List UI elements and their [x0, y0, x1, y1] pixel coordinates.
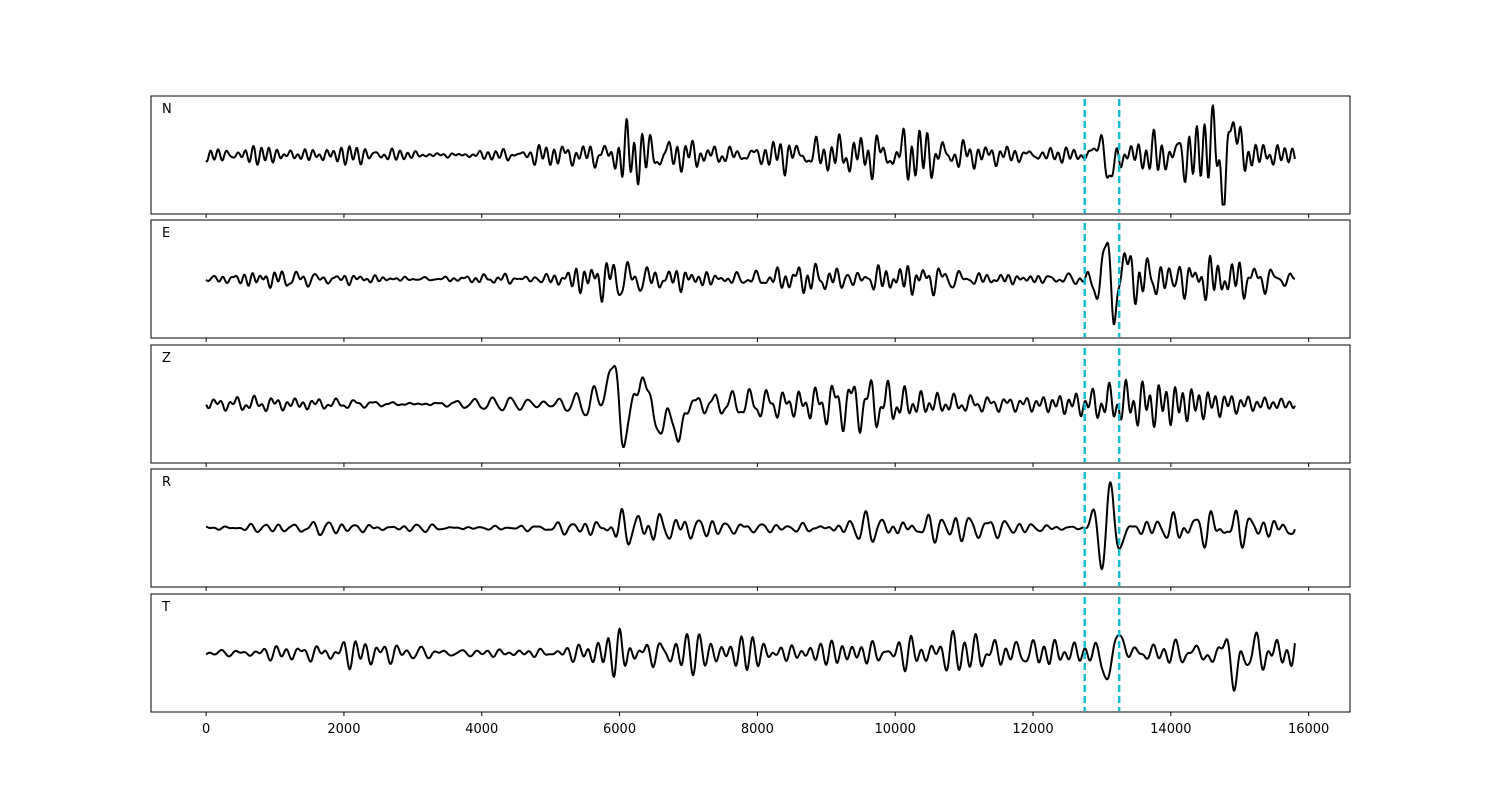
trace-z	[205, 365, 1296, 449]
panel-e: E	[150, 219, 1351, 342]
x-tick-label: 4000	[465, 722, 498, 737]
panel-label: E	[162, 226, 170, 241]
panel-label: N	[162, 102, 172, 117]
panel-z: Z	[150, 344, 1351, 467]
panel-label: Z	[162, 351, 171, 366]
trace-e	[205, 241, 1296, 326]
trace-n	[205, 104, 1296, 206]
panel-label: T	[161, 600, 170, 615]
trace-t	[205, 627, 1296, 692]
panel-n: N	[150, 95, 1351, 218]
x-tick-label: 12000	[1012, 722, 1053, 737]
trace-r	[205, 481, 1296, 571]
x-tick-label: 6000	[603, 722, 636, 737]
panel-t: T	[150, 593, 1351, 716]
x-tick-label: 14000	[1150, 722, 1191, 737]
panel-label: R	[162, 475, 171, 490]
x-tick-label: 0	[202, 722, 210, 737]
x-tick-label: 16000	[1288, 722, 1329, 737]
x-tick-label: 10000	[875, 722, 916, 737]
x-tick-label: 2000	[327, 722, 360, 737]
axes-frame	[150, 344, 1351, 464]
x-tick-label: 8000	[741, 722, 774, 737]
panel-r: R	[150, 468, 1351, 591]
